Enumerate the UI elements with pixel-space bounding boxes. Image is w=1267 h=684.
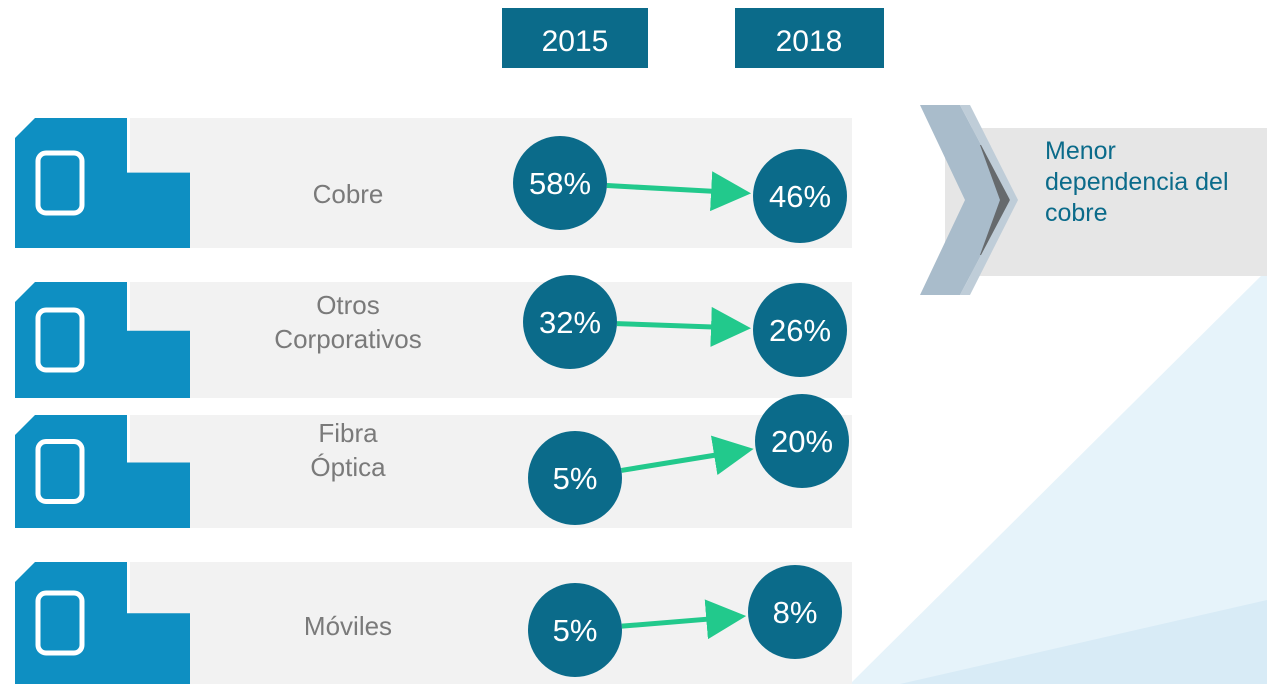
row-band	[130, 415, 852, 528]
icon	[35, 590, 85, 656]
value-circle	[523, 275, 617, 369]
value-label: 58%	[529, 166, 591, 201]
value-label: 46%	[769, 179, 831, 214]
value-label: 8%	[773, 595, 818, 630]
row-label-line: Móviles	[304, 611, 392, 641]
value-circle	[753, 149, 847, 243]
value-circle	[528, 583, 622, 677]
icon	[35, 439, 85, 504]
trend-arrow	[616, 306, 752, 347]
year-header	[502, 8, 648, 68]
value-circle	[513, 136, 607, 230]
value-circle	[748, 565, 842, 659]
callout-text: Menor dependencia del cobre	[1045, 137, 1229, 227]
value-circle	[753, 283, 847, 377]
value-label: 20%	[771, 424, 833, 459]
row-label-line: Otros	[316, 290, 380, 320]
row-band	[130, 562, 852, 684]
value-circle	[755, 394, 849, 488]
row-band	[130, 282, 852, 398]
year-label: 2018	[776, 25, 843, 58]
year-header	[735, 8, 884, 68]
icon	[35, 150, 85, 216]
row-label: Fibra Óptica	[310, 418, 386, 482]
year-label: 2015	[542, 25, 609, 58]
row-label: Cobre	[313, 179, 384, 209]
row-band	[130, 118, 852, 248]
row-label-line: Óptica	[310, 452, 386, 482]
row-label-line: Corporativos	[274, 324, 421, 354]
chevron	[960, 105, 1018, 295]
background-shape	[850, 270, 1267, 684]
value-circle	[528, 431, 622, 525]
value-label: 32%	[539, 305, 601, 340]
background-shape	[900, 600, 1267, 684]
trend-arrow	[606, 171, 752, 212]
row-label: Otros Corporativos	[274, 290, 421, 354]
value-label: 26%	[769, 313, 831, 348]
chevron	[920, 105, 1010, 295]
icon	[35, 307, 85, 373]
row-label-line: Cobre	[313, 179, 384, 209]
value-label: 5%	[553, 613, 598, 648]
row-label: Móviles	[304, 611, 392, 641]
row-label-line: Fibra	[318, 418, 378, 448]
trend-arrow	[620, 435, 754, 476]
trend-arrow	[621, 599, 747, 640]
value-label: 5%	[553, 461, 598, 496]
